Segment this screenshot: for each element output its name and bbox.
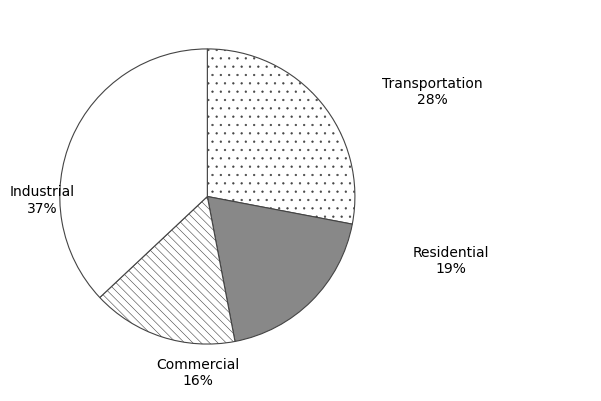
Wedge shape <box>207 49 355 224</box>
Text: Transportation
28%: Transportation 28% <box>382 77 483 107</box>
Wedge shape <box>59 49 207 298</box>
Wedge shape <box>207 196 352 341</box>
Text: Commercial
16%: Commercial 16% <box>157 358 240 388</box>
Text: Industrial
37%: Industrial 37% <box>10 185 75 216</box>
Wedge shape <box>100 196 235 344</box>
Text: Residential
19%: Residential 19% <box>412 245 489 276</box>
